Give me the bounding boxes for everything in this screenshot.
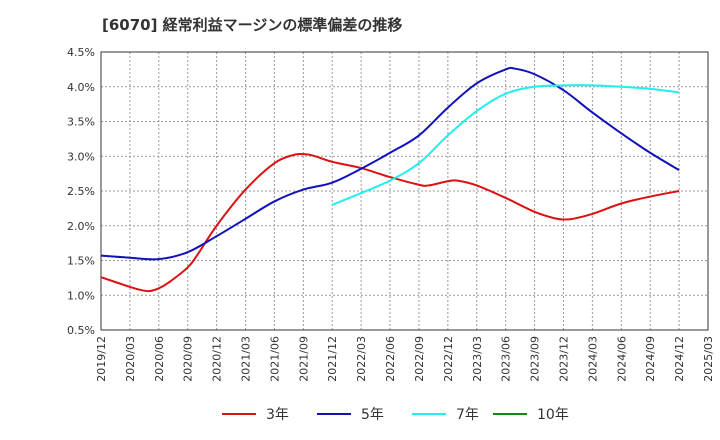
y-tick-label: 4.5% <box>67 46 95 59</box>
legend-swatch <box>493 413 527 415</box>
legend-label: 7年 <box>456 407 479 423</box>
legend-swatch <box>317 413 351 415</box>
x-tick-label: 2021/12 <box>326 336 339 382</box>
x-tick-label: 2019/12 <box>95 336 108 382</box>
legend-label: 10年 <box>537 407 569 423</box>
plot-area <box>101 52 708 330</box>
legend-swatch <box>412 413 446 415</box>
x-tick-label: 2020/03 <box>124 336 137 382</box>
series-line-7年 <box>331 84 680 206</box>
y-tick-label: 3.0% <box>67 150 95 163</box>
legend-item: 7年 <box>412 404 479 424</box>
x-tick-label: 2022/09 <box>413 336 426 382</box>
series-line-5年 <box>100 66 680 261</box>
x-tick-label: 2024/03 <box>586 336 599 382</box>
y-tick-label: 1.5% <box>67 255 95 268</box>
y-tick-label: 3.5% <box>67 116 95 129</box>
x-tick-label: 2022/03 <box>355 336 368 382</box>
x-axis-ticks: 2019/12 2020/03 2020/06 2020/09 2020/12 2021/… <box>95 336 715 382</box>
legend-label: 3年 <box>266 407 289 423</box>
y-tick-label: 4.0% <box>67 81 95 94</box>
y-tick-label: 0.5% <box>67 324 95 337</box>
plot-border <box>100 51 709 331</box>
x-tick-label: 2023/09 <box>529 336 542 382</box>
legend-item: 3年 <box>222 404 289 424</box>
x-tick-label: 2024/12 <box>673 336 686 382</box>
x-tick-label: 2023/12 <box>557 336 570 382</box>
y-tick-label: 2.0% <box>67 220 95 233</box>
x-tick-label: 2020/09 <box>182 336 195 382</box>
series-lines <box>100 66 680 293</box>
x-tick-label: 2021/06 <box>268 336 281 382</box>
x-tick-label: 2025/03 <box>702 336 715 382</box>
x-tick-label: 2023/03 <box>471 336 484 382</box>
legend-label: 5年 <box>361 407 384 423</box>
legend-swatch <box>222 413 256 415</box>
x-tick-label: 2023/06 <box>500 336 513 382</box>
chart-title: [6070] 経常利益マージンの標準偏差の推移 <box>102 16 403 34</box>
x-tick-label: 2020/12 <box>211 336 224 382</box>
legend-item: 10年 <box>493 404 569 424</box>
x-tick-label: 2022/12 <box>442 336 455 382</box>
y-axis-ticks: 0.5% 1.0% 1.5% 2.0% 2.5% 3.0% 3.5% 4.0% 4.5% <box>67 46 95 337</box>
y-tick-label: 1.0% <box>67 289 95 302</box>
y-tick-label: 2.5% <box>67 185 95 198</box>
x-tick-label: 2021/03 <box>240 336 253 382</box>
x-tick-label: 2021/09 <box>297 336 310 382</box>
legend-item: 5年 <box>317 404 384 424</box>
x-tick-label: 2024/06 <box>615 336 628 382</box>
x-tick-label: 2024/09 <box>644 336 657 382</box>
x-tick-label: 2022/06 <box>384 336 397 382</box>
x-tick-label: 2020/06 <box>153 336 166 382</box>
legend: 3年 5年 7年 10年 <box>0 400 720 430</box>
